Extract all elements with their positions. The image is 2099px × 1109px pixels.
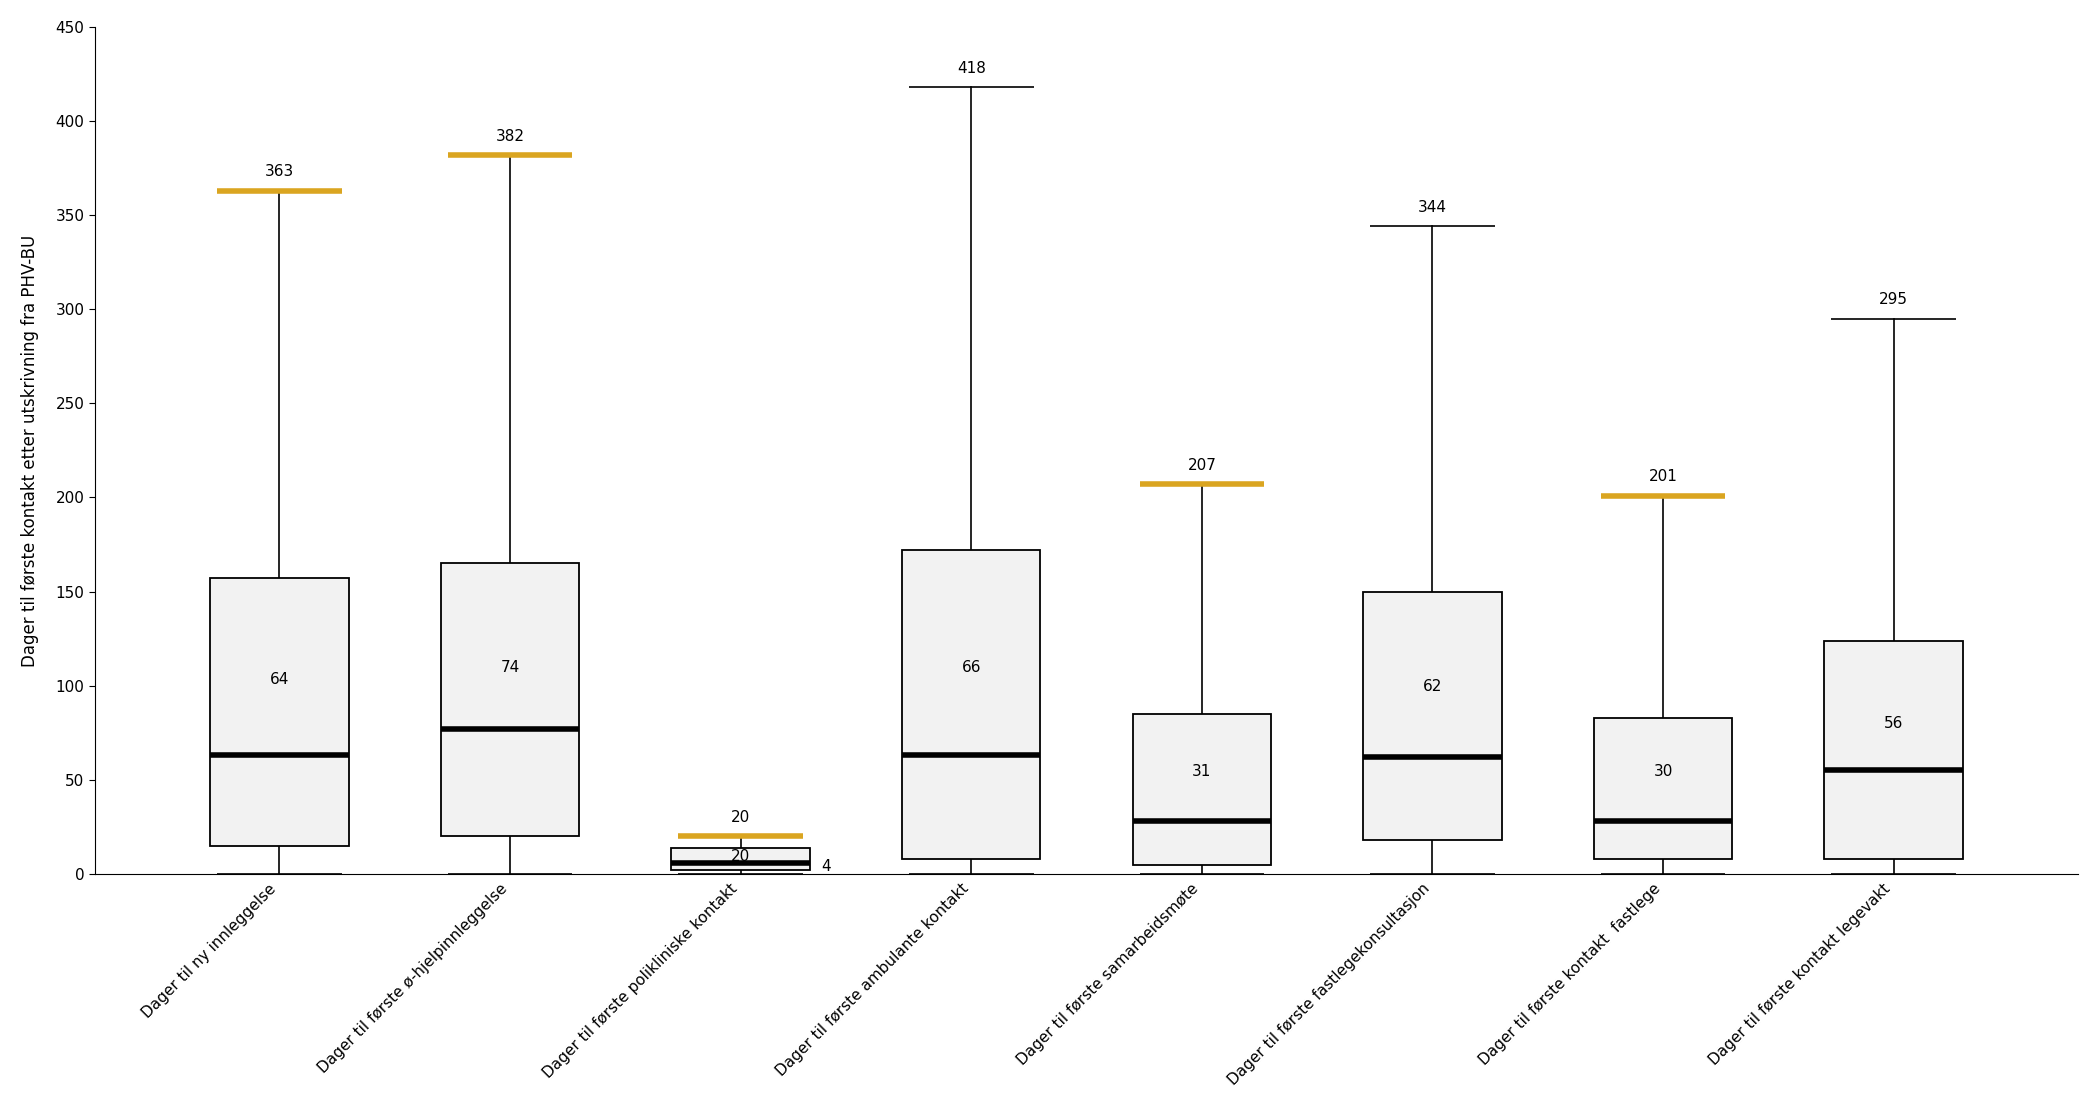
- Text: 418: 418: [957, 61, 987, 75]
- Bar: [1824, 641, 1963, 858]
- Bar: [441, 563, 579, 836]
- Text: 4: 4: [821, 859, 831, 874]
- Text: 295: 295: [1879, 293, 1908, 307]
- Text: 66: 66: [961, 660, 980, 675]
- Text: 344: 344: [1419, 200, 1446, 215]
- Text: 30: 30: [1654, 764, 1673, 779]
- Text: 382: 382: [495, 129, 525, 143]
- Text: 207: 207: [1188, 458, 1215, 472]
- Text: 201: 201: [1648, 469, 1677, 485]
- Bar: [1133, 714, 1272, 865]
- Bar: [210, 579, 348, 846]
- Text: 20: 20: [730, 810, 749, 825]
- Bar: [672, 847, 810, 871]
- Text: 64: 64: [269, 672, 290, 688]
- Y-axis label: Dager til første kontakt etter utskrivning fra PHV-BU: Dager til første kontakt etter utskrivni…: [21, 234, 40, 667]
- Text: 74: 74: [500, 660, 521, 674]
- Bar: [1362, 591, 1501, 840]
- Text: 62: 62: [1423, 679, 1442, 693]
- Text: 20: 20: [730, 848, 749, 864]
- Text: 56: 56: [1885, 716, 1904, 731]
- Bar: [1593, 718, 1732, 858]
- Bar: [903, 550, 1041, 858]
- Text: 363: 363: [264, 164, 294, 180]
- Text: 31: 31: [1192, 764, 1211, 779]
